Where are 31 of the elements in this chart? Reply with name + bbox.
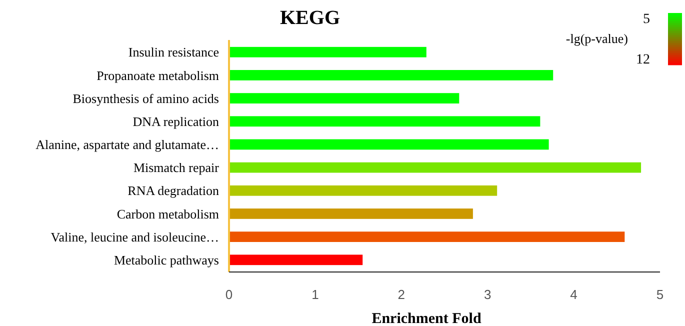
- bar: [229, 185, 498, 196]
- x-tick-label: 2: [398, 287, 406, 302]
- bar: [229, 139, 549, 150]
- bar: [229, 162, 642, 173]
- bar: [229, 254, 363, 266]
- text: 5: [643, 12, 650, 27]
- annotation: 12: [636, 52, 650, 68]
- x-tick-label: 4: [570, 287, 578, 302]
- y-tick-label: Carbon metabolism: [116, 206, 219, 222]
- y-tick-label: Propanoate metabolism: [96, 68, 219, 83]
- y-tick-label: Metabolic pathways: [114, 252, 219, 268]
- x-tick-label: 1: [312, 287, 319, 302]
- bar: [229, 232, 625, 242]
- y-tick-label: Mismatch repair: [133, 160, 220, 176]
- bar: [229, 46, 426, 58]
- x-tick-label: 3: [484, 287, 492, 302]
- y-tick-label: RNA degradation: [128, 183, 220, 198]
- bar: [229, 208, 473, 219]
- y-tick-label: Valine, leucine and isoleucine…: [50, 229, 219, 244]
- x-axis-title: Enrichment Fold: [372, 311, 482, 326]
- bar: [229, 70, 554, 80]
- y-tick-label: Alanine, aspartate and glutamate…: [36, 137, 219, 152]
- y-tick-label: DNA replication: [132, 114, 220, 129]
- chart-title: KEGG: [280, 7, 340, 29]
- x-tick-label: 5: [656, 287, 664, 302]
- bar: [229, 116, 540, 127]
- y-tick-label: Biosynthesis of amino acids: [72, 90, 219, 106]
- y-tick-label: Insulin resistance: [128, 44, 220, 60]
- x-tick-label: 0: [225, 287, 233, 302]
- color-bar-title: -lg(p-value): [566, 31, 628, 46]
- bar: [229, 93, 460, 104]
